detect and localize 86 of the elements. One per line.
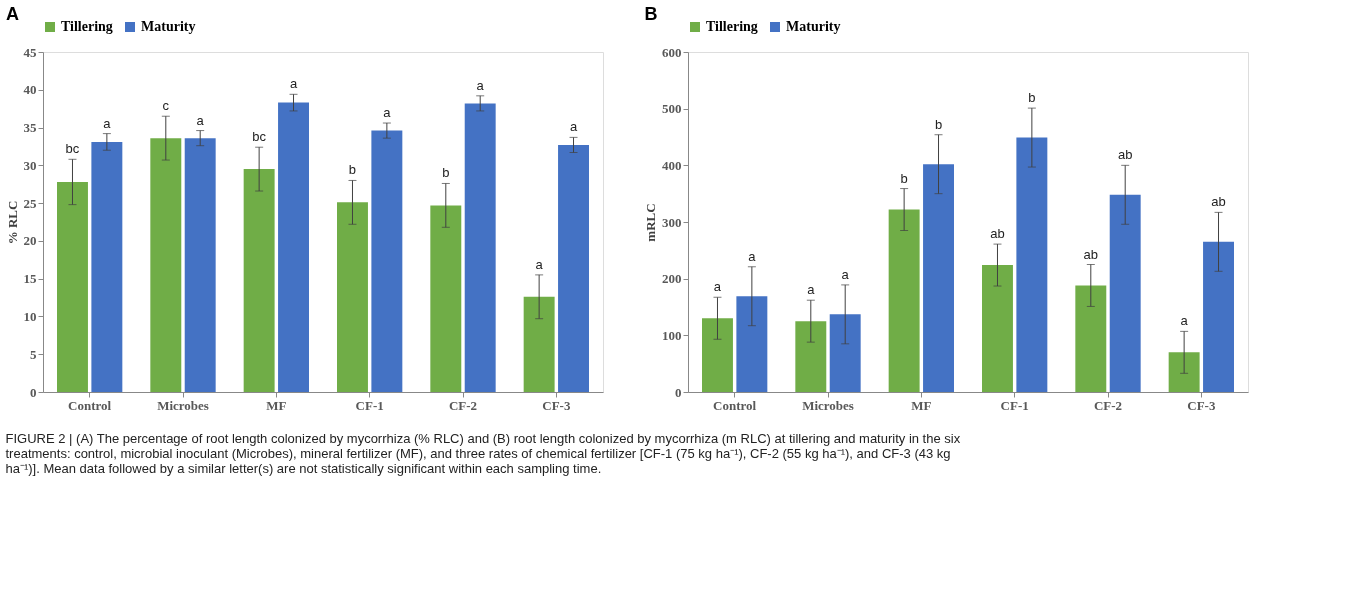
bar bbox=[702, 318, 733, 392]
data-label: b bbox=[348, 162, 357, 178]
x-tick-label: CF-1 bbox=[1000, 397, 1029, 413]
bar bbox=[1075, 285, 1107, 392]
data-label: b bbox=[1028, 90, 1036, 106]
x-tick-label: CF-1 bbox=[355, 397, 384, 413]
data-label: a bbox=[748, 248, 757, 264]
bar bbox=[523, 296, 555, 392]
data-label: b bbox=[934, 116, 943, 132]
data-label: bc bbox=[252, 129, 267, 145]
y-tick-label: 5 bbox=[30, 346, 37, 362]
bar bbox=[982, 265, 1013, 392]
bar bbox=[430, 205, 462, 392]
x-tick-label: Microbes bbox=[157, 397, 209, 413]
bar bbox=[57, 181, 88, 392]
data-label: c bbox=[162, 98, 170, 114]
data-label: a bbox=[807, 282, 816, 298]
y-tick-label: 400 bbox=[662, 157, 682, 173]
x-tick-label: Control bbox=[713, 397, 757, 413]
chart-title: B bbox=[644, 4, 658, 24]
data-label: a bbox=[289, 76, 298, 92]
y-tick-label: 0 bbox=[30, 384, 37, 400]
data-label: ab bbox=[1083, 246, 1099, 262]
y-tick-label: 10 bbox=[23, 308, 37, 324]
data-label: a bbox=[103, 115, 112, 131]
y-tick-label: 30 bbox=[23, 157, 37, 173]
bar bbox=[1168, 352, 1200, 392]
bar bbox=[243, 169, 275, 392]
bar bbox=[337, 202, 368, 392]
bar bbox=[1203, 241, 1234, 392]
data-label: ab bbox=[1211, 194, 1226, 210]
data-label: a bbox=[383, 105, 392, 121]
caption: FIGURE 2 | (A) The percentage of root length colonized by mycorrhiza (% RLC) and (B) root length colonized by mycorrhiza (m RLC) at tillering and maturity in the six treatments: control, microbial inoculant (Microbes), mineral fertilizer (MF), and three rates of chemical fertilizer [CF-1 (75 kg ha⁻¹), CF-2 (55 kg ha⁻¹), and CF-3 (43 kg ha⁻¹)]. Mean data followed by a similar letter(s) are not statistically significant within each sampling time. bbox=[5, 430, 961, 476]
legend-label: Maturity bbox=[141, 19, 196, 34]
y-tick-label: 20 bbox=[23, 233, 37, 249]
bar bbox=[888, 209, 920, 392]
x-tick-label: MF bbox=[911, 397, 932, 413]
x-tick-label: MF bbox=[266, 397, 287, 413]
x-tick-label: CF-2 bbox=[448, 397, 478, 413]
x-tick-label: CF-3 bbox=[542, 397, 571, 413]
data-label: a bbox=[535, 256, 544, 272]
bar bbox=[923, 164, 954, 392]
data-label: ab bbox=[990, 226, 1005, 242]
y-axis-title: % RLC bbox=[4, 200, 20, 245]
y-tick-label: 40 bbox=[23, 82, 37, 98]
data-label: a bbox=[1180, 313, 1189, 329]
bar bbox=[91, 141, 123, 392]
bar bbox=[150, 138, 182, 392]
y-tick-label: 25 bbox=[23, 195, 37, 211]
bar bbox=[1109, 194, 1141, 392]
y-tick-label: 300 bbox=[662, 214, 682, 230]
bar bbox=[278, 102, 309, 392]
x-tick-label: Control bbox=[68, 397, 112, 413]
bar bbox=[184, 138, 216, 392]
y-axis-title: mRLC bbox=[643, 203, 658, 242]
y-tick-label: 45 bbox=[23, 44, 37, 60]
data-label: a bbox=[713, 279, 722, 295]
y-tick-label: 600 bbox=[662, 44, 682, 60]
y-tick-label: 15 bbox=[23, 271, 37, 287]
x-tick-label: CF-2 bbox=[1093, 397, 1123, 413]
data-label: a bbox=[476, 77, 485, 93]
bar bbox=[736, 296, 768, 392]
x-tick-label: CF-3 bbox=[1187, 397, 1216, 413]
x-tick-label: Microbes bbox=[802, 397, 854, 413]
chart-title: A bbox=[6, 4, 19, 24]
y-tick-label: 0 bbox=[675, 384, 682, 400]
bar bbox=[1016, 137, 1048, 392]
data-label: bc bbox=[65, 141, 80, 157]
data-label: b bbox=[442, 165, 450, 181]
data-label: a bbox=[569, 119, 578, 135]
data-label: b bbox=[900, 170, 908, 186]
legend-label: Tillering bbox=[706, 19, 758, 34]
data-label: a bbox=[841, 266, 850, 282]
bar bbox=[829, 314, 861, 392]
legend-label: Tillering bbox=[61, 19, 113, 34]
data-label: ab bbox=[1117, 147, 1133, 163]
y-tick-label: 500 bbox=[662, 101, 682, 117]
legend-label: Maturity bbox=[786, 19, 841, 34]
y-tick-label: 100 bbox=[662, 327, 682, 343]
bar bbox=[795, 321, 827, 392]
data-label: a bbox=[196, 112, 205, 128]
bar bbox=[464, 103, 496, 392]
bar bbox=[558, 144, 589, 392]
bar bbox=[371, 130, 403, 392]
y-tick-label: 35 bbox=[23, 120, 37, 136]
y-tick-label: 200 bbox=[662, 271, 682, 287]
